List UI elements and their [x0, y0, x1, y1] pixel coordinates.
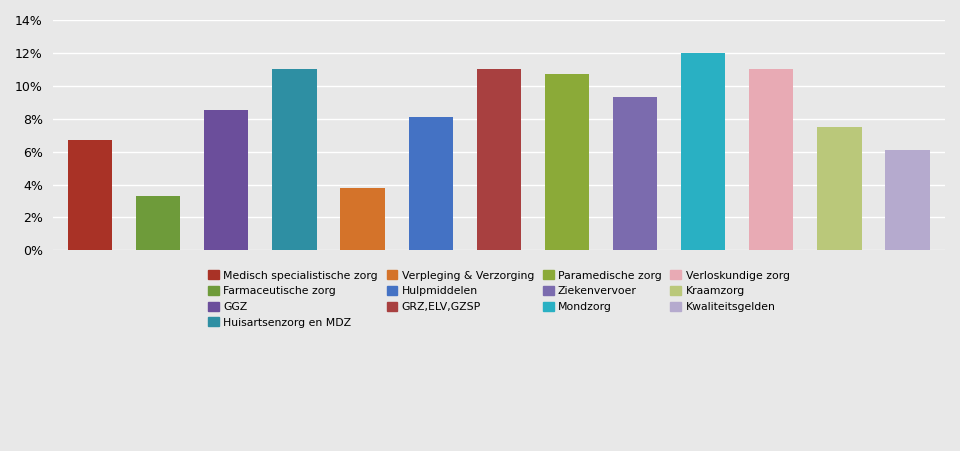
Bar — [409, 117, 453, 250]
Bar — [749, 69, 793, 250]
Bar — [885, 150, 929, 250]
Bar — [681, 53, 726, 250]
Bar — [68, 140, 112, 250]
Bar — [817, 127, 861, 250]
Bar — [544, 74, 589, 250]
Bar — [136, 196, 180, 250]
Bar — [612, 97, 658, 250]
Bar — [204, 110, 249, 250]
Bar — [341, 188, 385, 250]
Legend: Medisch specialistische zorg, Farmaceutische zorg, GGZ, Huisartsenzorg en MDZ, V: Medisch specialistische zorg, Farmaceuti… — [204, 267, 793, 331]
Bar — [477, 69, 521, 250]
Bar — [273, 69, 317, 250]
